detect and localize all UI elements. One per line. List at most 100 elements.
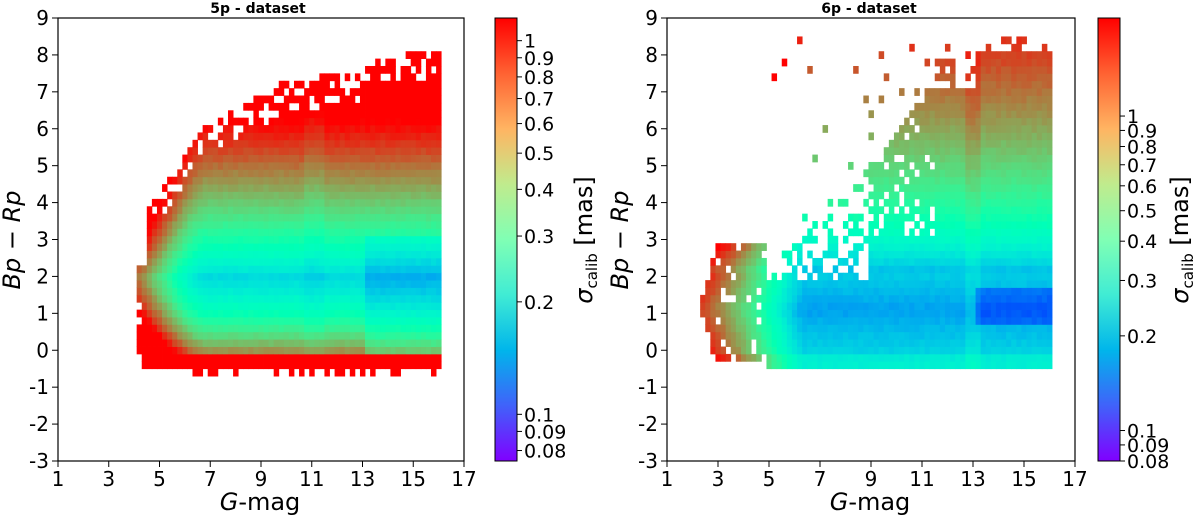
heatmap-cell	[822, 346, 829, 355]
heatmap-cell	[868, 250, 874, 259]
heatmap-cell	[950, 147, 956, 155]
heatmap-cell	[299, 302, 305, 311]
heatmap-cell	[207, 368, 214, 377]
heatmap-cell	[1021, 228, 1027, 237]
heatmap-cell	[268, 117, 275, 126]
heatmap-cell	[192, 198, 198, 207]
heatmap-cell	[217, 302, 224, 311]
heatmap-cell	[187, 198, 193, 207]
heatmap-cell	[293, 176, 300, 185]
heatmap-cell	[349, 309, 356, 318]
heatmap-cell	[263, 139, 270, 148]
heatmap-cell	[324, 265, 330, 274]
heatmap-cell	[415, 176, 422, 185]
heatmap-cell	[970, 331, 976, 340]
heatmap-cell	[939, 176, 946, 185]
heatmap-cell	[995, 294, 1002, 303]
y-tick-label: 3	[645, 228, 658, 252]
heatmap-cell	[334, 250, 341, 259]
heatmap-cell	[883, 243, 890, 251]
colorbar-tick-label: 0.6	[1127, 176, 1157, 198]
heatmap-cell	[207, 139, 214, 148]
heatmap-cell	[893, 280, 900, 288]
heatmap-cell	[1001, 206, 1007, 215]
heatmap-cell	[914, 139, 920, 148]
heatmap-cell	[771, 280, 778, 288]
heatmap-cell	[919, 161, 925, 170]
heatmap-cell	[293, 132, 300, 141]
heatmap-cell	[919, 280, 925, 288]
heatmap-cell	[324, 80, 330, 89]
heatmap-cell	[827, 250, 834, 259]
heatmap-cell	[863, 317, 869, 325]
heatmap-cell	[797, 324, 803, 333]
heatmap-cell	[212, 176, 219, 185]
heatmap-cell	[395, 206, 401, 215]
heatmap-cell	[202, 272, 209, 281]
heatmap-cell	[990, 361, 997, 370]
heatmap-cell	[725, 324, 732, 333]
heatmap-cell	[431, 339, 437, 347]
heatmap-cell	[182, 243, 188, 251]
heatmap-cell	[299, 294, 305, 303]
heatmap-cell	[141, 309, 148, 318]
heatmap-cell	[899, 294, 905, 303]
heatmap-cell	[1046, 228, 1053, 237]
heatmap-cell	[375, 132, 381, 141]
colorbar-ticks: 0.080.090.10.20.30.40.50.60.70.80.91	[517, 31, 566, 463]
heatmap-cell	[400, 154, 407, 163]
heatmap-cell	[1021, 51, 1027, 59]
heatmap-cell	[253, 191, 259, 200]
heatmap-cell	[370, 198, 376, 207]
heatmap-cell	[172, 294, 178, 303]
heatmap-cell	[182, 198, 188, 207]
heatmap-cell	[380, 198, 386, 207]
heatmap-cell	[944, 213, 951, 222]
heatmap-cell	[324, 250, 330, 259]
heatmap-cell	[817, 324, 823, 333]
heatmap-cell	[735, 302, 742, 311]
heatmap-cell	[385, 324, 391, 333]
heatmap-cell	[771, 73, 778, 82]
heatmap-cell	[202, 147, 209, 155]
heatmap-cell	[914, 257, 920, 266]
heatmap-cell	[263, 213, 270, 222]
heatmap-cell	[309, 80, 315, 89]
heatmap-cell	[1036, 280, 1043, 288]
heatmap-cell	[370, 250, 376, 259]
heatmap-cell	[314, 221, 320, 229]
heatmap-cell	[334, 272, 341, 281]
heatmap-cell	[995, 213, 1002, 222]
heatmap-cell	[228, 235, 234, 244]
heatmap-cell	[858, 243, 864, 251]
heatmap-cell	[899, 213, 905, 222]
y-tick-label: 6	[36, 117, 49, 141]
heatmap-cell	[766, 361, 772, 370]
heatmap-cell	[243, 324, 249, 333]
heatmap-cell	[151, 228, 158, 237]
heatmap-cell	[980, 51, 987, 59]
heatmap-cell	[344, 228, 351, 237]
heatmap-cell	[725, 331, 732, 340]
heatmap-cell	[162, 339, 168, 347]
heatmap-cell	[172, 250, 178, 259]
heatmap-cell	[878, 302, 885, 311]
heatmap-cell	[1011, 73, 1017, 82]
heatmap-cell	[349, 102, 356, 111]
heatmap-cell	[960, 324, 966, 333]
heatmap-cell	[354, 117, 361, 126]
heatmap-cell	[151, 221, 158, 229]
heatmap-cell	[339, 110, 346, 119]
heatmap-cell	[268, 176, 275, 185]
heatmap-cell	[415, 213, 422, 222]
heatmap-cell	[212, 368, 219, 377]
heatmap-cell	[970, 161, 976, 170]
heatmap-cell	[893, 228, 900, 237]
heatmap-cell	[405, 309, 412, 318]
heatmap-cell	[873, 198, 880, 207]
heatmap-cell	[904, 161, 910, 170]
heatmap-cell	[909, 309, 915, 318]
heatmap-cell	[771, 346, 778, 355]
heatmap-cell	[268, 213, 275, 222]
heatmap-cell	[909, 346, 915, 355]
